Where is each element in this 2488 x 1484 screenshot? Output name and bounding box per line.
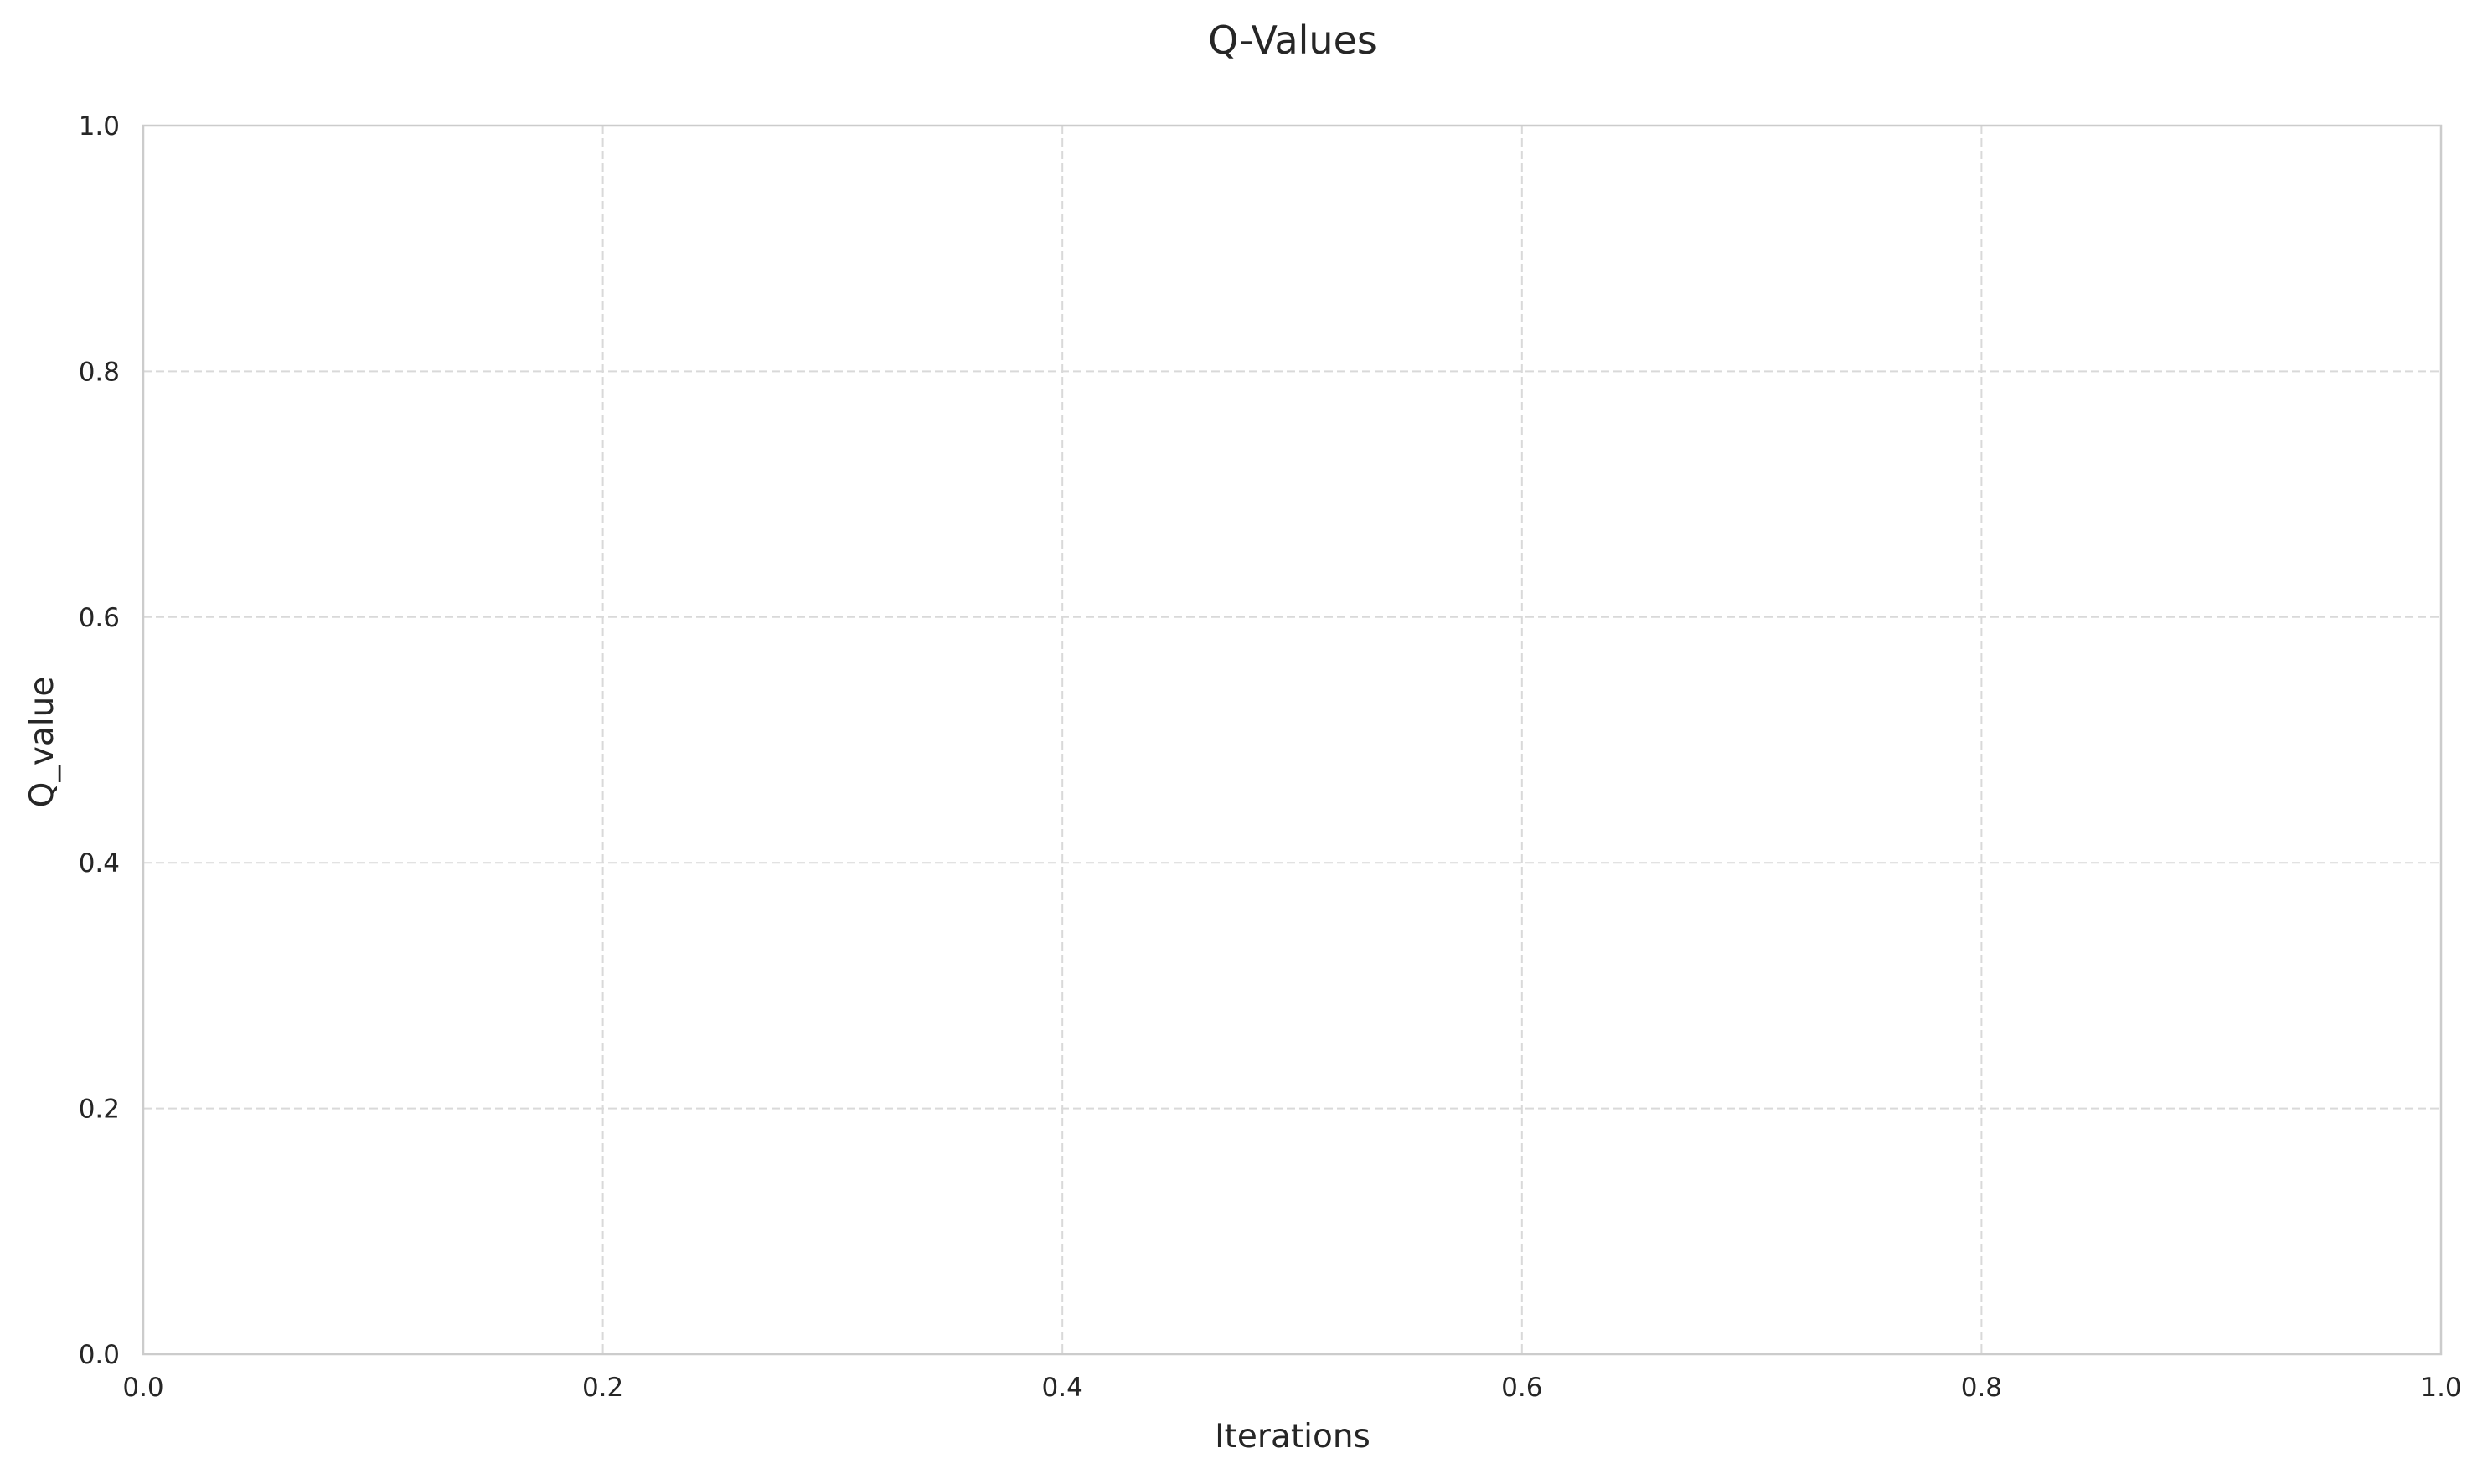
x-tick-label: 0.2	[582, 1373, 623, 1403]
chart-title: Q-Values	[1208, 18, 1377, 63]
x-axis-label: Iterations	[1215, 1418, 1370, 1456]
x-tick-label: 0.8	[1961, 1373, 2002, 1403]
tick-layer: 0.0 0.2 0.4 0.6 0.8 1.0 0.0 0.2 0.4 0.6 0.8 1.0	[79, 111, 2462, 1403]
y-tick-label: 1.0	[79, 111, 120, 142]
y-tick-label: 0.0	[79, 1340, 120, 1370]
grid-layer	[143, 126, 2441, 1354]
x-tick-label: 0.4	[1042, 1373, 1083, 1403]
y-tick-label: 0.2	[79, 1095, 120, 1125]
y-tick-label: 0.8	[79, 357, 120, 387]
x-tick-label: 0.6	[1501, 1373, 1542, 1403]
y-tick-label: 0.6	[79, 603, 120, 633]
y-tick-label: 0.4	[79, 848, 120, 879]
y-axis-label: Q_value	[23, 677, 61, 808]
x-tick-label: 0.0	[122, 1373, 163, 1403]
plot-frame	[142, 124, 2443, 1356]
x-tick-label: 1.0	[2420, 1373, 2461, 1403]
